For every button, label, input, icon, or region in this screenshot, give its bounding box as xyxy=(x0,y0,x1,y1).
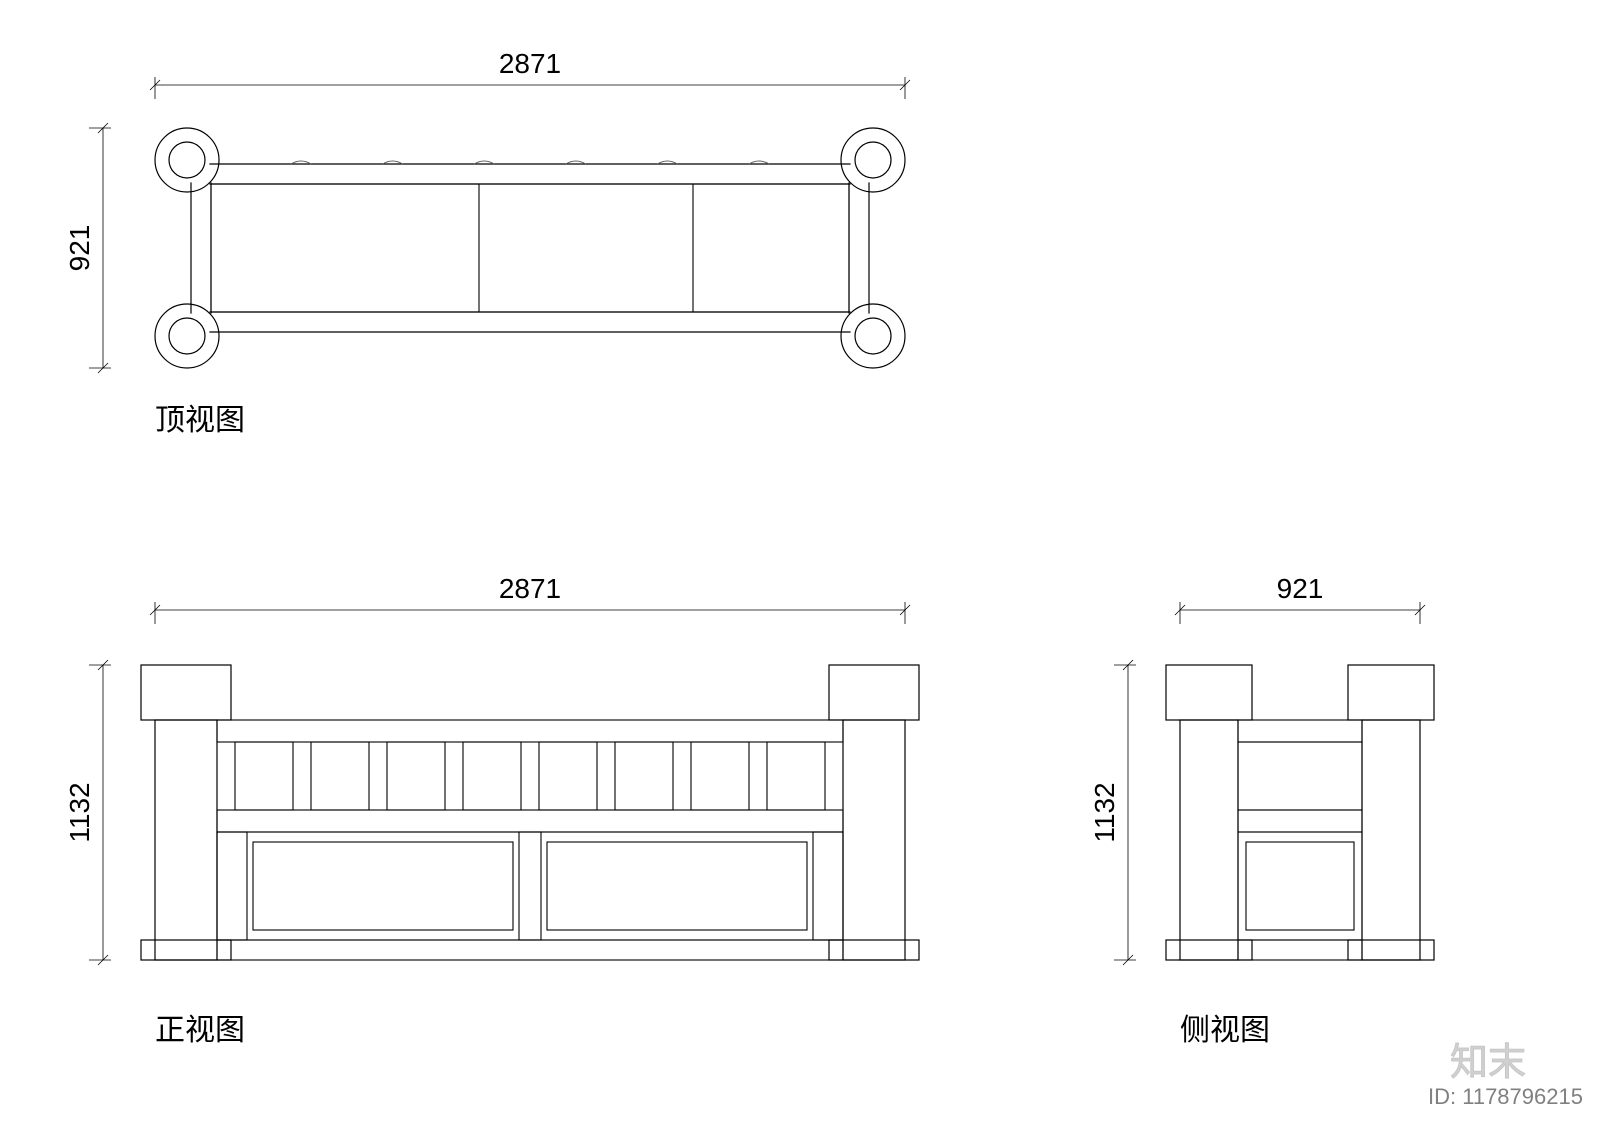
watermark-logo: 知末ID: 1178796215 xyxy=(1428,1042,1583,1109)
svg-text:921: 921 xyxy=(1277,573,1324,604)
svg-text:2871: 2871 xyxy=(499,48,561,79)
top-view-label: 顶视图 xyxy=(155,404,245,437)
front-view: 2871 1132 正视图 xyxy=(64,573,919,1047)
front-view-label: 正视图 xyxy=(155,1014,245,1047)
svg-text:1132: 1132 xyxy=(1089,782,1120,842)
technical-drawing: 2871 921 顶视图 2871 1132 正视图 921 1132 侧视图知末ID: 117… xyxy=(0,0,1600,1131)
svg-text:1132: 1132 xyxy=(64,782,95,842)
top-view: 2871 921 顶视图 xyxy=(64,48,910,437)
svg-text:2871: 2871 xyxy=(499,573,561,604)
svg-text:知末: 知末 xyxy=(1450,1042,1526,1084)
watermark-id: ID: 1178796215 xyxy=(1428,1084,1583,1109)
svg-text:921: 921 xyxy=(64,225,95,272)
side-view: 921 1132 侧视图 xyxy=(1089,573,1434,1047)
side-view-label: 侧视图 xyxy=(1180,1014,1270,1047)
